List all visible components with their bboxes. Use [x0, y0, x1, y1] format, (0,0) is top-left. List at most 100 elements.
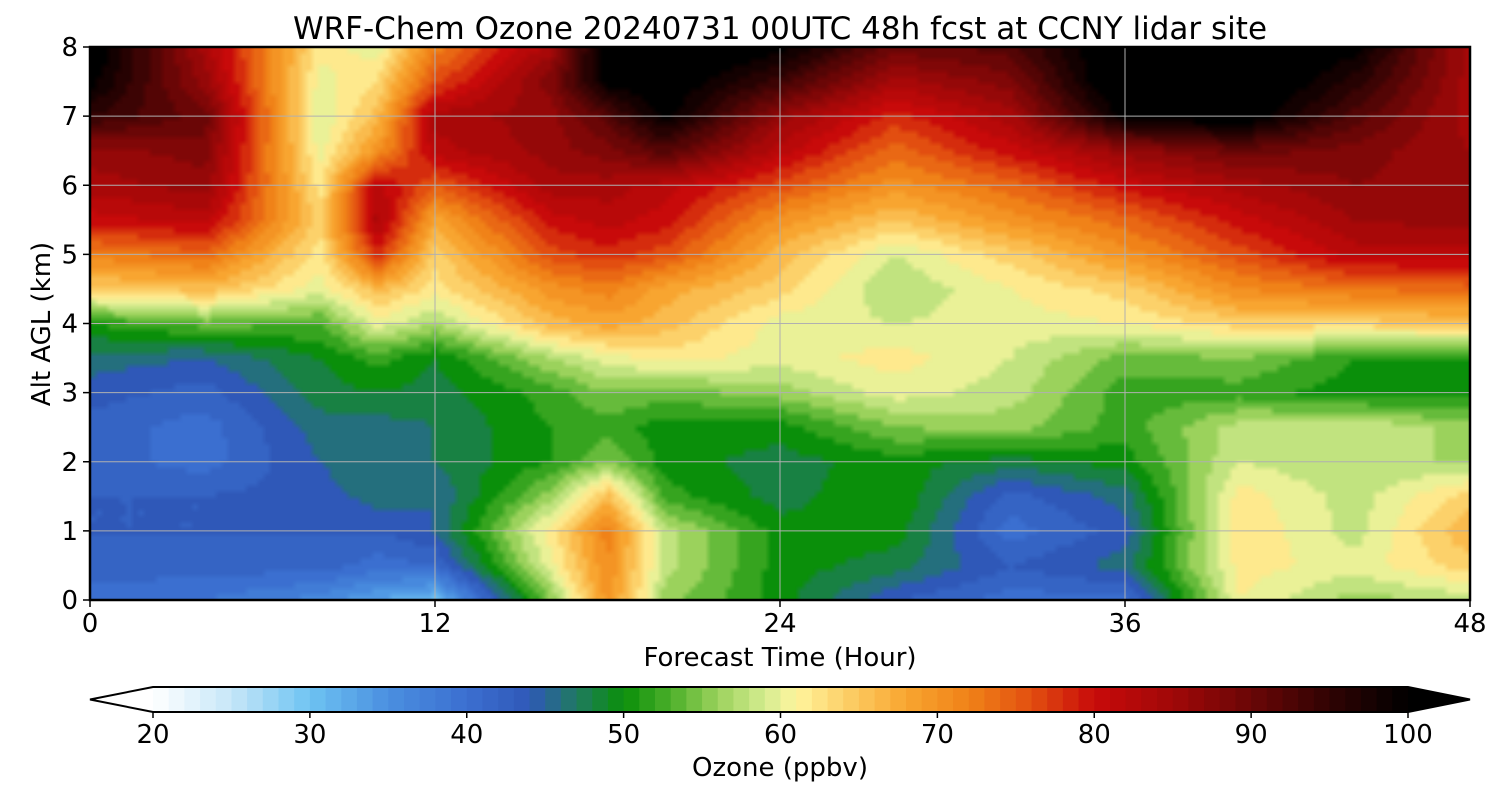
colorbar-segment [702, 687, 719, 712]
colorbar-segment [545, 687, 562, 712]
x-axis-ticks: 0 12 24 36 48 [82, 600, 1487, 639]
colorbar-tick-label: 30 [293, 720, 326, 750]
colorbar-segment [639, 687, 656, 712]
colorbar-label: Ozone (ppbv) [692, 753, 868, 783]
colorbar-segment [968, 687, 986, 712]
colorbar-segment [1109, 687, 1127, 712]
colorbar-segment [764, 687, 782, 712]
y-tick-label: 6 [61, 171, 78, 201]
colorbar-segment [1000, 687, 1017, 712]
colorbar-segment [686, 687, 703, 712]
colorbar-segment [984, 687, 1001, 712]
colorbar-segment [1125, 687, 1142, 712]
colorbar-segment [451, 687, 468, 712]
colorbar-segment [1392, 687, 1409, 712]
colorbar-segment [247, 687, 264, 712]
colorbar-segment [466, 687, 484, 712]
colorbar-segment [1313, 687, 1331, 712]
colorbar-segment [1188, 687, 1205, 712]
colorbar-segment [827, 687, 844, 712]
colorbar-tick-label: 90 [1235, 720, 1268, 750]
colorbar-segment [1376, 687, 1393, 712]
colorbar-segment [1062, 687, 1080, 712]
colorbar-segment [215, 687, 233, 712]
colorbar [89, 686, 1471, 713]
colorbar-segment [1329, 687, 1346, 712]
x-tick-label: 36 [1108, 609, 1141, 639]
colorbar-segment [404, 687, 421, 712]
colorbar-segment [388, 687, 405, 712]
colorbar-segment [513, 687, 531, 712]
colorbar-segment [309, 687, 327, 712]
colorbar-segment [262, 687, 280, 712]
y-tick-label: 4 [61, 310, 78, 340]
x-axis-label: Forecast Time (Hour) [643, 643, 916, 673]
colorbar-segment [576, 687, 593, 712]
colorbar-segment [294, 687, 311, 712]
colorbar-segment [372, 687, 389, 712]
colorbar-segment [560, 687, 578, 712]
colorbar-segment [1157, 687, 1174, 712]
colorbar-segment [1219, 687, 1237, 712]
colorbar-segment [937, 687, 954, 712]
colorbar-segment [1266, 687, 1284, 712]
colorbar-segment [921, 687, 938, 712]
colorbar-segment [811, 687, 829, 712]
colorbar-tick-label: 20 [136, 720, 169, 750]
chart-title: WRF-Chem Ozone 20240731 00UTC 48h fcst a… [293, 11, 1267, 47]
colorbar-segment [655, 687, 672, 712]
colorbar-segment [953, 687, 970, 712]
colorbar-segment [607, 687, 625, 712]
colorbar-extend-min [90, 687, 153, 712]
y-axis-label: Alt AGL (km) [27, 242, 57, 406]
colorbar-segment [419, 687, 436, 712]
colorbar-segment [890, 687, 907, 712]
colorbar-segment [482, 687, 499, 712]
x-tick-label: 24 [763, 609, 796, 639]
colorbar-segment [231, 687, 248, 712]
colorbar-segment [168, 687, 185, 712]
colorbar-segment [1345, 687, 1362, 712]
colorbar-segment [1015, 687, 1033, 712]
colorbar-segment [1031, 687, 1048, 712]
colorbar-segment [733, 687, 750, 712]
y-tick-label: 0 [61, 586, 78, 616]
colorbar-segment [153, 687, 170, 712]
colorbar-segment [623, 687, 640, 712]
grid-lines [90, 47, 1470, 600]
y-tick-label: 3 [61, 379, 78, 409]
colorbar-tick-label: 40 [450, 720, 483, 750]
x-tick-label: 48 [1453, 609, 1486, 639]
colorbar-segment [796, 687, 813, 712]
colorbar-segment [1235, 687, 1252, 712]
y-tick-label: 7 [61, 102, 78, 132]
colorbar-segment [529, 687, 546, 712]
colorbar-segment [1360, 687, 1378, 712]
colorbar-segment [670, 687, 687, 712]
colorbar-ticks: 20 30 40 50 60 70 80 90 100 [136, 712, 1433, 750]
colorbar-segment [1298, 687, 1315, 712]
colorbar-segment [1282, 687, 1299, 712]
colorbar-segment [874, 687, 891, 712]
colorbar-segment [717, 687, 735, 712]
y-tick-label: 1 [61, 517, 78, 547]
colorbar-segment [843, 687, 860, 712]
y-axis-ticks: 0 1 2 3 4 5 6 7 8 [61, 33, 90, 616]
colorbar-segment [1094, 687, 1111, 712]
colorbar-tick-label: 100 [1383, 720, 1433, 750]
colorbar-segment [780, 687, 797, 712]
x-tick-label: 0 [82, 609, 99, 639]
colorbar-segment [749, 687, 766, 712]
colorbar-segment [1047, 687, 1064, 712]
colorbar-segment [1078, 687, 1095, 712]
y-tick-label: 8 [61, 33, 78, 63]
colorbar-segment [1141, 687, 1158, 712]
colorbar-segment [435, 687, 452, 712]
colorbar-segment [325, 687, 342, 712]
colorbar-segment [1204, 687, 1221, 712]
colorbar-segment [1172, 687, 1189, 712]
x-tick-label: 12 [418, 609, 451, 639]
colorbar-segment [858, 687, 876, 712]
y-tick-label: 5 [61, 240, 78, 270]
